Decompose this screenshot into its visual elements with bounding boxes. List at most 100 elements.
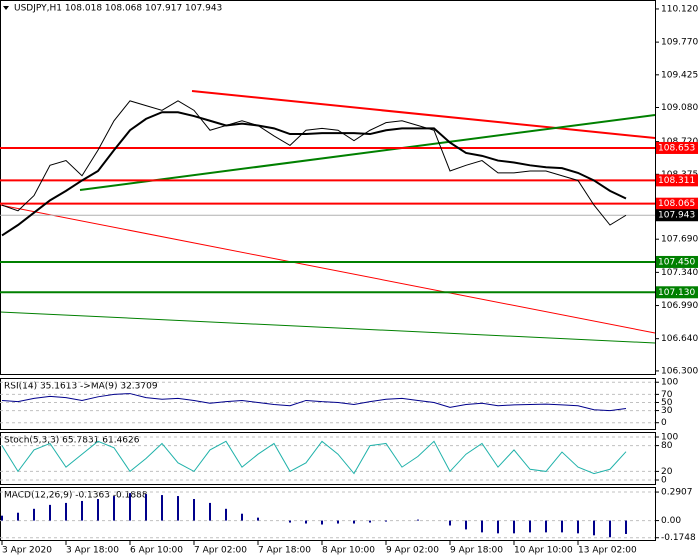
histogram-bar [81,500,83,521]
histogram-bar [241,513,243,521]
y-tick-label: 70 [661,390,673,400]
histogram-bar [449,520,451,526]
histogram-bar [177,496,179,521]
histogram-bar [129,493,131,521]
y-tick-label: -0.1748 [661,533,696,543]
y-tick-label: 0 [661,418,667,428]
x-tick-label: 7 Apr 18:00 [258,546,311,556]
histogram-bar [225,508,227,521]
level-box [656,174,698,187]
histogram-bar [337,520,339,524]
y-tick-label: 100 [661,378,678,388]
y-tick-label: 107.690 [661,235,698,245]
trend-line [191,90,656,139]
x-tick-label: 9 Apr 02:00 [386,546,439,556]
level-label: 107.450 [658,257,695,267]
histogram-bar [481,520,483,533]
histogram-bar [369,520,371,523]
y-tick-label: 80 [661,441,673,451]
histogram-bar [529,520,531,533]
histogram-bar [513,520,515,534]
trend-lines [0,90,656,344]
trend-line [0,311,656,344]
histogram-bar [49,504,51,521]
x-tick-label: 7 Apr 02:00 [194,546,247,556]
histogram-bar [305,520,307,524]
x-tick-label: 3 Apr 2020 [2,546,52,556]
histogram-bar [193,498,195,521]
series-line [1,393,627,412]
x-tick-label: 3 Apr 18:00 [66,546,119,556]
histogram-bar [289,520,291,523]
level-box [656,197,698,210]
histogram-bar [385,520,387,522]
level-label: 108.311 [658,176,695,186]
histogram-bar [609,520,611,538]
y-tick-label: 100 [661,433,678,443]
panel-title: MACD(12,26,9) -0.1363 -0.1888 [4,491,148,501]
histogram-bar [33,508,35,521]
y-tick-label: 20 [661,467,673,477]
histogram-bar [257,517,259,521]
level-box [656,141,698,154]
current-box [656,209,698,222]
histogram-bar [321,520,323,525]
histogram-bar [161,495,163,521]
histogram-bar [113,496,115,521]
series-line [1,100,627,226]
panel-frame [0,487,656,541]
histogram-bar [145,494,147,521]
y-tick-label: 106.300 [661,366,698,376]
y-tick-label: 109.080 [661,103,698,113]
trend-line [79,114,656,191]
panel-title: Stoch(5,3,3) 65.7831 61.4626 [4,436,140,446]
histogram-bar [417,519,419,521]
series-line [1,111,627,237]
histogram-bar [497,520,499,534]
title-arrow [3,6,9,10]
panel-title: USDJPY,H1 108.018 108.068 107.917 107.94… [14,4,222,14]
x-tick-label: 13 Apr 02:00 [578,546,637,556]
histogram-bar [97,498,99,521]
histogram-bar [65,502,67,521]
histogram-bar [545,520,547,533]
histogram-bar [209,502,211,521]
x-tick-label: 8 Apr 10:00 [322,546,375,556]
histogram-bar [625,520,627,534]
panel-title: RSI(14) 35.1613 ->MA(9) 32.3709 [4,382,158,392]
trend-line [0,204,656,334]
y-tick-label: 0.2907 [661,488,693,498]
y-tick-label: 106.990 [661,301,698,311]
y-tick-label: 110.120 [661,4,698,14]
histogram-bar [353,520,355,524]
panel-frame [0,0,656,375]
current-label: 107.943 [658,211,695,221]
panel-frame [0,432,656,485]
y-tick-label: 107.340 [661,268,698,278]
histogram-bar [1,515,3,521]
level-label: 107.130 [658,288,695,298]
histogram-bar [465,520,467,530]
y-tick-label: 109.770 [661,38,698,48]
x-tick-label: 9 Apr 18:00 [450,546,503,556]
panel-frame [0,378,656,430]
level-box [656,286,698,299]
y-tick-label: 0 [661,476,667,486]
x-tick-label: 10 Apr 10:00 [514,546,573,556]
level-label: 108.065 [658,199,695,209]
histogram-bar [577,520,579,534]
y-tick-label: 30 [661,406,673,416]
level-box [656,255,698,268]
series-line [1,440,627,475]
histogram-bar [593,520,595,536]
x-tick-label: 6 Apr 10:00 [130,546,183,556]
y-tick-label: 106.640 [661,334,698,344]
y-tick-label: 0.00 [661,516,681,526]
level-label: 108.653 [658,143,695,153]
histogram-bar [17,512,19,521]
y-tick-label: 50 [661,398,673,408]
histogram-bar [561,520,563,533]
